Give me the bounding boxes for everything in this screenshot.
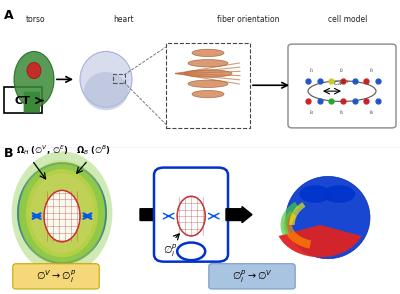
Ellipse shape [192, 49, 224, 57]
Ellipse shape [30, 173, 94, 253]
Text: $\emptyset^p_i \rightarrow \emptyset^V$: $\emptyset^p_i \rightarrow \emptyset^V$ [232, 268, 272, 285]
Text: $I_1$: $I_1$ [309, 66, 315, 75]
Ellipse shape [192, 90, 224, 98]
Ellipse shape [26, 169, 98, 257]
Text: $Ca^{2+}$: $Ca^{2+}$ [333, 79, 351, 88]
Text: cell model: cell model [328, 15, 368, 24]
FancyBboxPatch shape [24, 92, 32, 113]
FancyBboxPatch shape [209, 264, 295, 289]
Ellipse shape [323, 185, 355, 203]
Text: $I_5$: $I_5$ [339, 108, 345, 117]
Text: $I_3$: $I_3$ [369, 66, 375, 75]
Ellipse shape [19, 160, 105, 266]
Ellipse shape [27, 63, 41, 79]
Ellipse shape [177, 243, 205, 260]
FancyBboxPatch shape [288, 44, 396, 128]
Ellipse shape [188, 80, 228, 88]
Ellipse shape [188, 60, 228, 67]
Text: $\emptyset^p_i$: $\emptyset^p_i$ [163, 243, 177, 259]
FancyArrow shape [226, 206, 252, 223]
Text: $I_4$: $I_4$ [309, 108, 315, 117]
FancyBboxPatch shape [32, 92, 40, 113]
Ellipse shape [84, 72, 128, 110]
FancyBboxPatch shape [4, 87, 42, 113]
Wedge shape [279, 225, 361, 257]
Ellipse shape [286, 176, 370, 259]
Text: $I_2$: $I_2$ [339, 66, 345, 75]
Ellipse shape [177, 196, 205, 236]
Text: B: B [4, 147, 14, 160]
Text: $\emptyset^V \rightarrow \emptyset^p_i$: $\emptyset^V \rightarrow \emptyset^p_i$ [36, 268, 76, 285]
Ellipse shape [44, 191, 80, 242]
Ellipse shape [299, 185, 331, 203]
Text: heart: heart [114, 15, 134, 24]
Ellipse shape [14, 51, 54, 107]
Text: $\mathbf{\Omega}_B$ ($\emptyset^B$): $\mathbf{\Omega}_B$ ($\emptyset^B$) [76, 143, 111, 157]
Text: torso: torso [26, 15, 46, 24]
Text: A: A [4, 9, 14, 22]
Ellipse shape [184, 70, 232, 77]
Ellipse shape [80, 51, 132, 107]
FancyBboxPatch shape [13, 264, 99, 289]
Text: $\mathbf{\Omega}_H$ ($\emptyset^V$, $\emptyset^E$): $\mathbf{\Omega}_H$ ($\emptyset^V$, $\em… [16, 143, 69, 157]
Text: CT: CT [15, 96, 31, 106]
Ellipse shape [18, 163, 106, 263]
Text: $I_6$: $I_6$ [369, 108, 375, 117]
Text: fiber orientation: fiber orientation [217, 15, 279, 24]
FancyBboxPatch shape [154, 168, 228, 262]
Ellipse shape [12, 151, 112, 275]
FancyArrow shape [140, 206, 166, 223]
